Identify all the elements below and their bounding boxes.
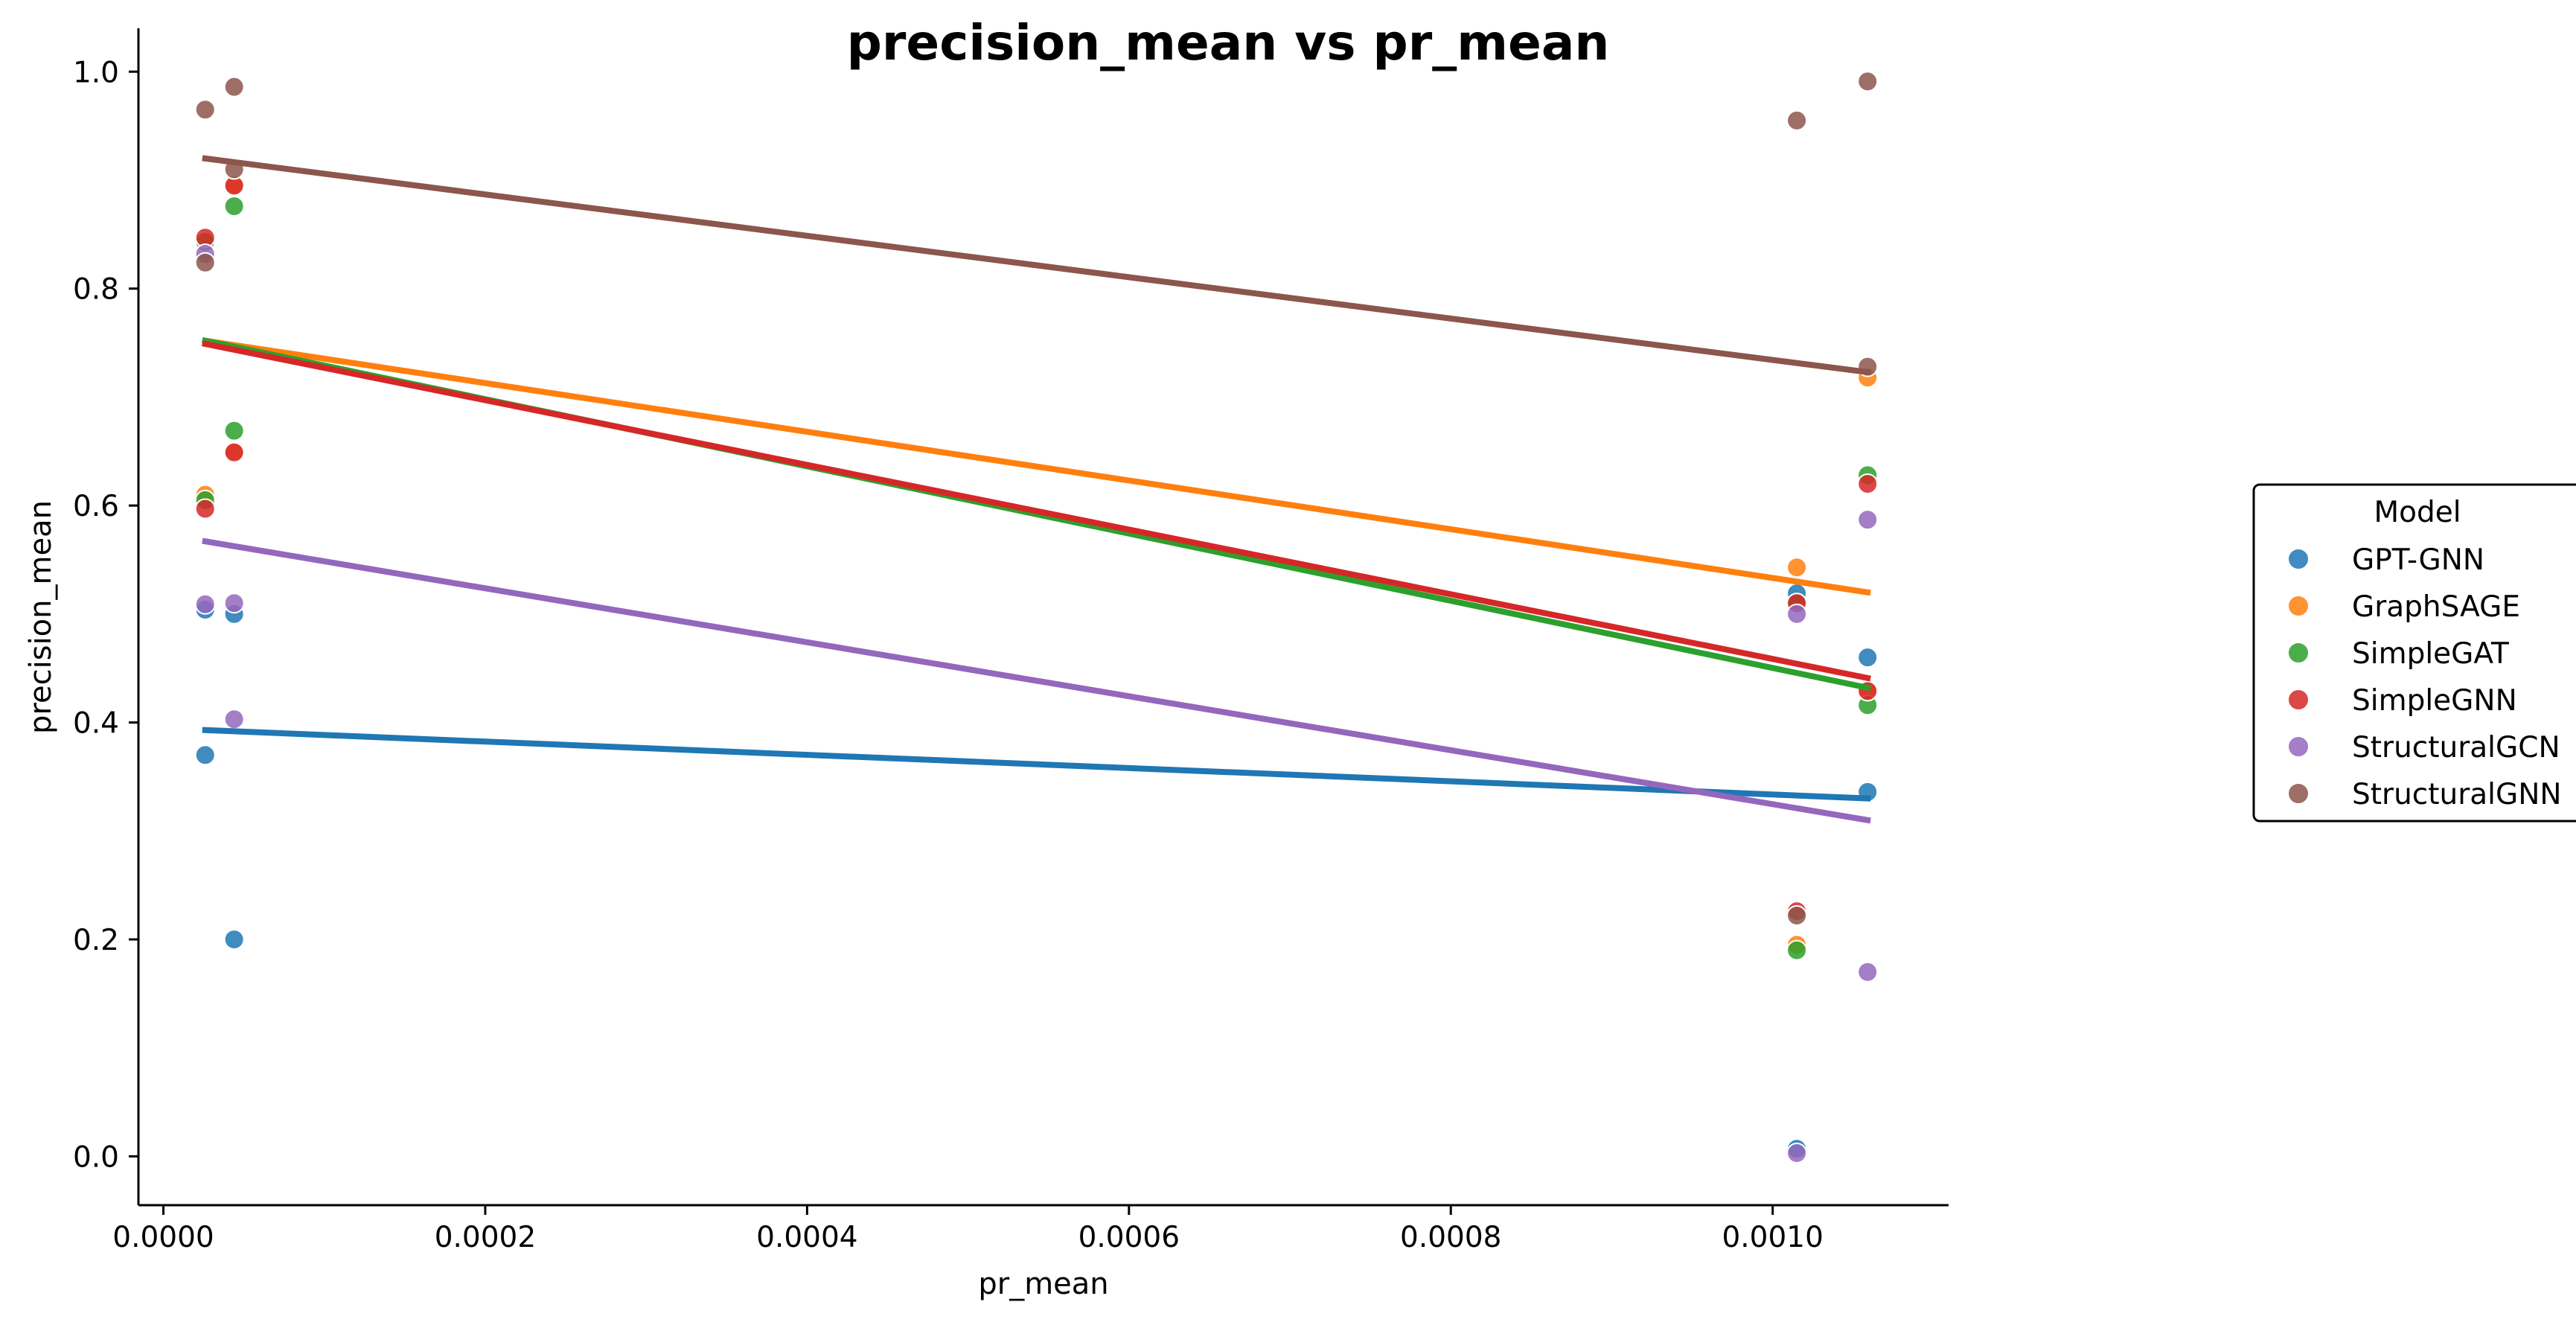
legend-label: StructuralGNN <box>2352 778 2562 811</box>
data-point <box>1786 109 1808 131</box>
legend-marker <box>2287 735 2310 758</box>
data-point <box>223 441 245 463</box>
y-tick-label: 0.8 <box>73 273 119 307</box>
series-graphsage <box>194 175 1879 956</box>
legend-label: SimpleGNN <box>2352 684 2517 718</box>
x-tick-label: 0.0008 <box>1400 1221 1501 1254</box>
data-point <box>1786 904 1808 926</box>
x-tick-label: 0.0002 <box>435 1221 536 1254</box>
trend-line-simplegnn <box>202 340 1871 682</box>
data-point <box>223 593 245 614</box>
data-point <box>223 709 245 730</box>
data-point <box>223 929 245 950</box>
plot-marks <box>194 71 1879 1164</box>
data-point <box>1857 71 1879 92</box>
legend-title: Model <box>2374 496 2461 529</box>
legend-marker <box>2287 548 2310 570</box>
legend-frame <box>2252 483 2576 823</box>
data-point <box>223 420 245 441</box>
y-axis-label: precision_mean <box>24 500 58 734</box>
data-point <box>1857 473 1879 494</box>
series-simplegat <box>194 195 1879 961</box>
x-tick-label: 0.0000 <box>112 1221 214 1254</box>
x-tick-label: 0.0004 <box>756 1221 857 1254</box>
data-point <box>223 195 245 217</box>
data-point <box>194 744 216 766</box>
legend-marker <box>2287 782 2310 805</box>
legend-label: GraphSAGE <box>2352 590 2520 624</box>
legend-item-simplegat: SimpleGAT <box>2287 637 2509 671</box>
series-gpt-gnn <box>194 583 1879 1160</box>
y-tick-label: 0.6 <box>73 490 119 523</box>
legend-marker <box>2287 689 2310 711</box>
trend-line-structuralgnn <box>202 155 1871 376</box>
data-point <box>1857 961 1879 983</box>
series-structuralgcn <box>194 243 1879 1164</box>
legend-item-graphsage: GraphSAGE <box>2287 590 2520 624</box>
data-point <box>1786 557 1808 578</box>
trend-line-graphsage <box>202 337 1871 596</box>
legend-label: StructuralGCN <box>2352 731 2560 764</box>
trend-line-gpt-gnn <box>202 727 1871 802</box>
data-point <box>194 99 216 121</box>
data-point <box>194 593 216 615</box>
legend-item-simplegnn: SimpleGNN <box>2287 684 2517 718</box>
y-tick-label: 0.4 <box>73 707 119 741</box>
series-structuralgnn <box>194 71 1879 926</box>
legend: Model GPT-GNN GraphSAGE SimpleGAT SimpleGNN… <box>2252 483 2576 823</box>
legend-items: GPT-GNN GraphSAGE SimpleGAT SimpleGNN Struct… <box>2287 543 2562 811</box>
legend-item-structuralgnn: StructuralGNN <box>2287 778 2562 811</box>
y-tick-label: 1.0 <box>73 56 119 89</box>
data-point <box>194 498 216 520</box>
y-tick-label: 0.0 <box>73 1140 119 1174</box>
x-tick-label: 0.0006 <box>1078 1221 1180 1254</box>
data-point <box>194 252 216 273</box>
x-axis-label: pr_mean <box>978 1267 1108 1301</box>
series-simplegnn <box>194 175 1879 922</box>
legend-marker <box>2287 595 2310 617</box>
data-point <box>1786 603 1808 625</box>
legend-item-structuralgcn: StructuralGCN <box>2287 731 2560 764</box>
legend-marker <box>2287 642 2310 664</box>
chart-title: precision_mean vs pr_mean <box>847 14 1610 71</box>
data-point <box>1857 509 1879 531</box>
data-point <box>223 76 245 98</box>
trend-line-structuralgcn <box>202 537 1871 824</box>
legend-label: GPT-GNN <box>2352 543 2484 577</box>
axis-ticks: 0.0000 0.0002 0.0004 0.0006 0.0008 0.0010 0.0 0… <box>73 56 1824 1254</box>
legend-item-gpt-gnn: GPT-GNN <box>2287 543 2484 577</box>
data-point <box>1857 647 1879 668</box>
data-point <box>1786 1143 1808 1164</box>
y-tick-label: 0.2 <box>73 924 119 957</box>
x-tick-label: 0.0010 <box>1722 1221 1823 1254</box>
legend-label: SimpleGAT <box>2352 637 2509 671</box>
data-point <box>1786 939 1808 961</box>
